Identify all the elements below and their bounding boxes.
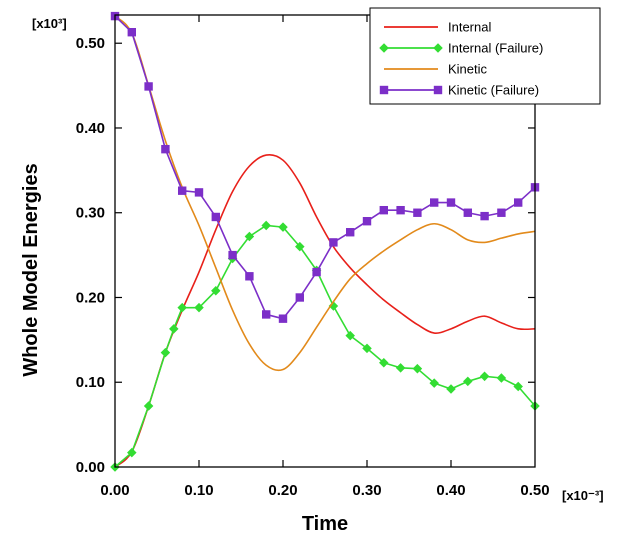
legend-label-kinetic: Kinetic xyxy=(448,62,488,77)
data-point-kinetic-failure xyxy=(379,205,388,215)
data-point-kinetic-failure xyxy=(429,198,439,207)
data-point-internal-failure xyxy=(261,220,271,231)
data-point-internal-failure xyxy=(479,371,490,382)
x-tick-label: 0.50 xyxy=(520,482,549,499)
data-point-kinetic-failure xyxy=(194,188,204,197)
data-point-internal-failure xyxy=(143,401,154,411)
data-point-kinetic-failure xyxy=(295,293,304,302)
data-point-kinetic-failure xyxy=(312,267,321,277)
data-point-internal-failure xyxy=(429,378,439,388)
x-tick-label: 0.20 xyxy=(268,482,297,499)
series-line-internal xyxy=(114,154,536,468)
data-point-internal-failure xyxy=(379,357,389,368)
y-axis-title: Whole Model Energies xyxy=(20,163,42,376)
y-tick-label: 0.50 xyxy=(76,35,105,52)
y-multiplier-label: [x10³] xyxy=(32,16,67,31)
data-point-kinetic-failure xyxy=(278,314,288,323)
data-point-kinetic-failure xyxy=(362,217,372,226)
y-tick-label: 0.40 xyxy=(76,120,105,137)
x-tick-label: 0.40 xyxy=(436,482,465,499)
y-tick-label: 0.10 xyxy=(76,374,105,391)
series-line-internal-failure xyxy=(114,224,536,468)
y-tick-label: 0.20 xyxy=(76,289,105,306)
data-point-kinetic-failure xyxy=(413,208,422,217)
series-layer xyxy=(110,11,540,472)
legend-entry-kinetic-failure: Kinetic (Failure) xyxy=(379,83,539,98)
legend-marker-kinetic-failure xyxy=(379,85,389,95)
data-point-internal-failure xyxy=(278,222,288,232)
legend-marker-kinetic-failure xyxy=(433,85,443,95)
series-internal xyxy=(114,154,536,468)
x-tick-label: 0.10 xyxy=(184,482,213,499)
data-point-kinetic-failure xyxy=(211,212,220,222)
data-point-kinetic-failure xyxy=(463,208,472,217)
data-point-internal-failure xyxy=(463,376,473,387)
legend-marker-internal-failure xyxy=(379,43,389,53)
axis-ticks: 0.00 0.10 0.20 0.30 0.40 0.50 0.00 0.10 0.20 0.30… xyxy=(76,15,550,499)
legend-label-kinetic-failure: Kinetic (Failure) xyxy=(448,83,539,98)
data-point-kinetic-failure xyxy=(446,198,456,207)
legend-entry-kinetic: Kinetic xyxy=(384,62,488,77)
data-point-kinetic-failure xyxy=(177,186,187,195)
data-point-internal-failure xyxy=(295,241,305,252)
x-tick-label: 0.00 xyxy=(100,482,129,499)
data-point-kinetic-failure xyxy=(514,198,523,207)
data-point-internal-failure xyxy=(177,302,187,313)
data-point-kinetic-failure xyxy=(329,238,338,247)
legend-label-internal: Internal xyxy=(448,20,491,35)
data-point-kinetic-failure xyxy=(245,272,254,281)
data-point-internal-failure xyxy=(362,343,372,354)
data-point-internal-failure xyxy=(160,347,171,358)
y-tick-label: 0.00 xyxy=(76,459,105,476)
legend-entry-internal: Internal xyxy=(384,20,491,35)
data-point-kinetic-failure xyxy=(497,208,506,217)
data-point-internal-failure xyxy=(513,381,523,392)
data-point-internal-failure xyxy=(244,231,255,242)
data-point-kinetic-failure xyxy=(144,82,153,91)
data-point-internal-failure xyxy=(395,363,406,373)
y-tick-label: 0.30 xyxy=(76,205,105,222)
data-point-kinetic-failure xyxy=(228,250,237,260)
data-point-internal-failure xyxy=(496,373,507,383)
data-point-internal-failure xyxy=(446,384,456,394)
data-point-internal-failure xyxy=(127,447,137,458)
data-point-kinetic-failure xyxy=(480,211,489,221)
legend-marker-internal-failure xyxy=(433,43,443,53)
data-point-kinetic-failure xyxy=(345,228,355,237)
data-point-internal-failure xyxy=(345,330,355,341)
data-point-internal-failure xyxy=(169,324,179,334)
data-point-kinetic-failure xyxy=(261,310,271,319)
x-tick-label: 0.30 xyxy=(352,482,381,499)
x-axis-title: Time xyxy=(302,513,348,535)
data-point-kinetic-failure xyxy=(127,28,136,37)
x-multiplier-label: [x10⁻³] xyxy=(562,488,604,503)
data-point-internal-failure xyxy=(211,285,221,296)
data-point-kinetic-failure xyxy=(161,144,170,154)
legend-box xyxy=(369,7,601,105)
data-point-kinetic-failure xyxy=(396,205,405,215)
legend: Internal Internal (Failure) Kinetic Kinetic… xyxy=(369,7,601,105)
data-point-internal-failure xyxy=(194,302,204,313)
legend-entry-internal-failure: Internal (Failure) xyxy=(379,41,543,56)
legend-label-internal-failure: Internal (Failure) xyxy=(448,41,543,56)
plot-frame xyxy=(114,14,536,468)
legend-entries: Internal Internal (Failure) Kinetic Kinetic… xyxy=(379,20,543,98)
data-point-internal-failure xyxy=(412,363,423,374)
